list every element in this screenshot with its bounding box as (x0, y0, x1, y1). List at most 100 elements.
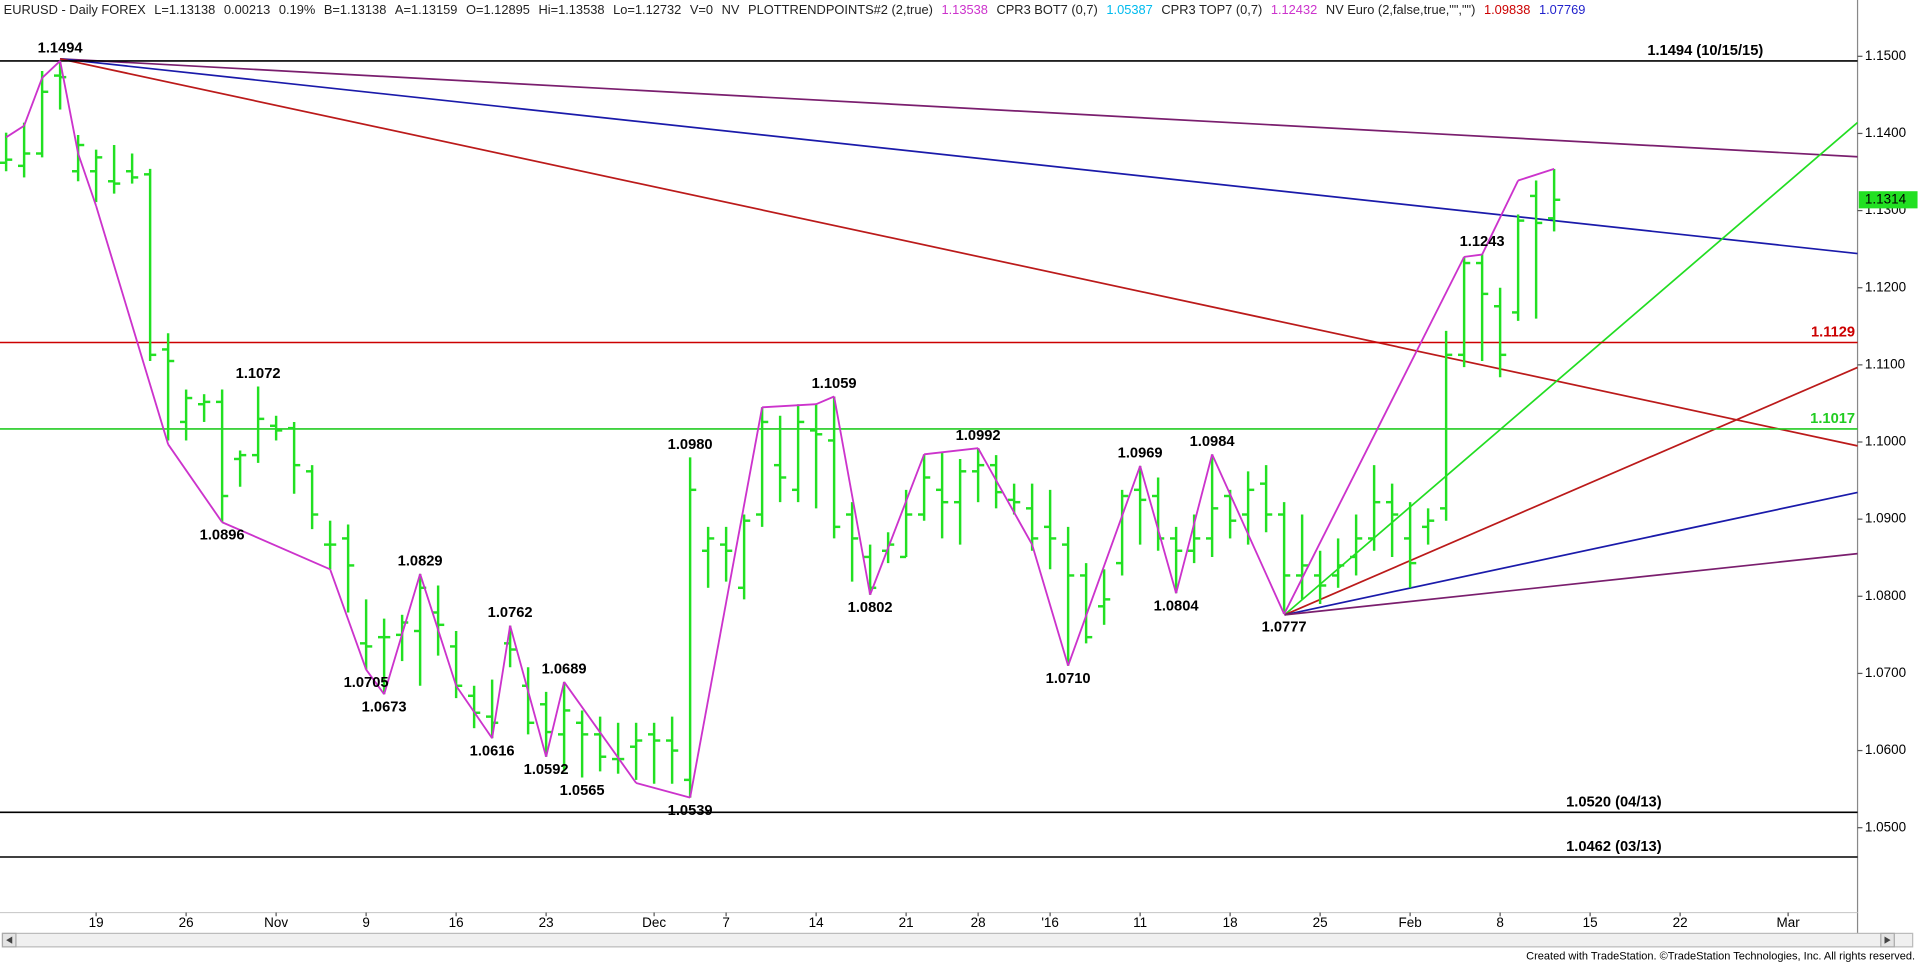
x-tick-label: Nov (264, 915, 288, 930)
zigzag-segment (1211, 453, 1285, 615)
scrollbar (1, 932, 1914, 948)
zigzag-segment (41, 60, 61, 79)
y-tick-label: 1.1000 (1865, 434, 1906, 449)
swing-high-label: 1.0969 (1118, 446, 1163, 462)
zigzag-segment (221, 521, 331, 571)
trend-line (59, 57, 1858, 255)
zigzag-segment (1464, 253, 1483, 258)
swing-high-label: 1.0689 (542, 662, 587, 678)
x-tick-label: 23 (539, 915, 554, 930)
trend-line (1283, 121, 1859, 616)
header-item: 0.00213 (224, 2, 270, 17)
header-item: NV (722, 2, 740, 17)
header-item: EURUSD - Daily FOREX (4, 2, 146, 17)
x-tick-label: 25 (1313, 915, 1328, 930)
zigzag-segment (1283, 256, 1465, 615)
zigzag-segment (167, 443, 223, 523)
zigzag-segment (635, 782, 691, 799)
zigzag-segment (23, 77, 43, 127)
swing-high-label: 1.0992 (956, 428, 1001, 444)
swing-low-label: 1.0705 (344, 675, 389, 691)
x-tick-label: 28 (971, 915, 986, 930)
header-item: 1.05387 (1106, 2, 1152, 17)
y-tick-label: 1.0700 (1865, 665, 1906, 680)
x-tick-label: Mar (1777, 915, 1801, 930)
header-item: L=1.13138 (154, 2, 215, 17)
zigzag-segment (1031, 544, 1070, 666)
y-tick-label: 1.1200 (1865, 279, 1906, 294)
zigzag-segment (1175, 454, 1214, 594)
header-item: CPR3 BOT7 (0,7) (996, 2, 1097, 17)
x-tick-label: 19 (89, 915, 104, 930)
x-tick-label: 22 (1673, 915, 1688, 930)
y-tick-label: 1.0800 (1865, 588, 1906, 603)
zigzag-segment (1067, 465, 1141, 667)
trend-line (1284, 366, 1858, 616)
trend-line (59, 57, 1858, 158)
header-item: NV Euro (2,false,true,"","") (1326, 2, 1476, 17)
zigzag-segment (1139, 465, 1178, 594)
header-item: 1.12432 (1271, 2, 1317, 17)
x-tick-label: '16 (1041, 915, 1059, 930)
arrow-icon (6, 936, 13, 944)
header-item: 1.07769 (1539, 2, 1585, 17)
y-tick-label: 1.0600 (1865, 742, 1906, 757)
last-price-label: 1.1314 (1865, 191, 1907, 206)
header-item: Hi=1.13538 (538, 2, 604, 17)
header-item: O=1.12895 (466, 2, 530, 17)
swing-high-label: 1.0762 (488, 605, 533, 621)
zigzag-segment (1481, 180, 1519, 255)
zigzag-segment (689, 407, 764, 798)
swing-low-label: 1.0777 (1262, 619, 1307, 635)
arrow-icon (1884, 936, 1891, 944)
trend-line (1284, 552, 1858, 616)
zigzag-segment (365, 669, 385, 695)
zigzag-segment (419, 573, 457, 687)
x-tick-label: 21 (899, 915, 914, 930)
zigzag-segment (563, 681, 637, 784)
header-item: PLOTTRENDPOINTS#2 (2,true) (748, 2, 933, 17)
swing-high-label: 1.1494 (38, 41, 84, 57)
zigzag-segment (5, 124, 25, 139)
level-label: 1.0520 (04/13) (1566, 794, 1662, 810)
x-tick-label: 11 (1133, 915, 1147, 930)
header-item: A=1.13159 (395, 2, 457, 17)
x-tick-label: Feb (1399, 915, 1422, 930)
x-tick-label: 9 (362, 915, 369, 930)
last-price-box (1858, 191, 1918, 209)
trend-line (1284, 491, 1858, 616)
swing-low-label: 1.0673 (362, 700, 407, 716)
swing-high-label: 1.0984 (1190, 434, 1236, 450)
header-item: B=1.13138 (324, 2, 386, 17)
header-item: CPR3 TOP7 (0,7) (1161, 2, 1262, 17)
zigzag-segment (383, 573, 422, 695)
header-item: 1.13538 (941, 2, 987, 17)
level-label: 1.1129 (1811, 325, 1855, 341)
zigzag-segment (1517, 168, 1555, 182)
swing-high-label: 1.1072 (236, 366, 281, 382)
y-tick-label: 1.1500 (1865, 48, 1906, 63)
zigzag-segment (95, 205, 170, 445)
swing-low-label: 1.0592 (524, 762, 569, 778)
swing-low-label: 1.0802 (848, 600, 893, 616)
swing-high-label: 1.0980 (668, 437, 713, 453)
zigzag-segment (455, 685, 493, 739)
y-tick-label: 1.0500 (1865, 819, 1906, 834)
swing-low-label: 1.0565 (560, 783, 605, 799)
x-tick-label: 16 (449, 915, 464, 930)
zigzag-segment (329, 568, 367, 670)
zigzag-segment (77, 153, 97, 207)
zigzag-segment (924, 447, 979, 456)
header-item: 1.09838 (1484, 2, 1530, 17)
x-tick-label: 26 (179, 915, 194, 930)
zigzag-segment (815, 395, 835, 406)
zigzag-segment (545, 681, 566, 757)
swing-low-label: 1.0896 (200, 528, 245, 544)
swing-low-label: 1.0804 (1154, 599, 1200, 615)
zigzag-segment (59, 60, 80, 154)
trend-lines (59, 57, 1859, 616)
level-label: 1.1494 (10/15/15) (1647, 43, 1763, 59)
y-tick-label: 1.1400 (1865, 125, 1906, 140)
swing-low-label: 1.0616 (470, 744, 515, 760)
